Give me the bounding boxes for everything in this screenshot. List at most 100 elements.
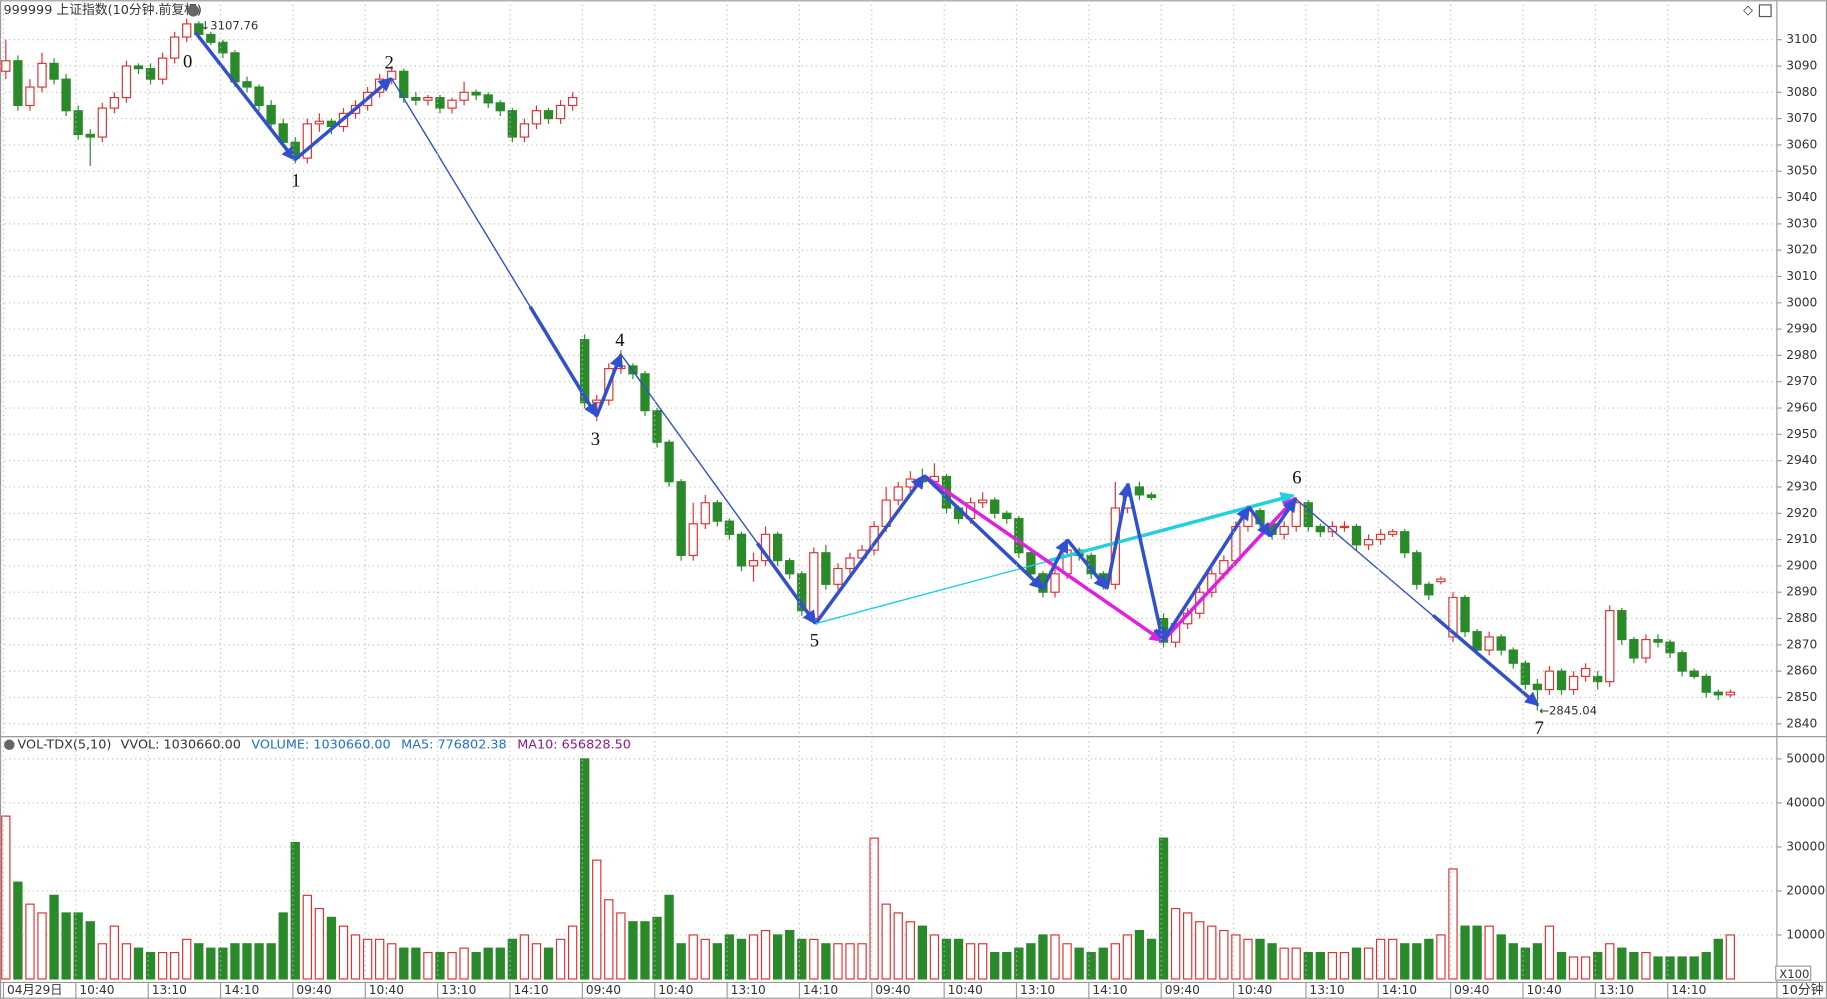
y-tick-label: 2910 bbox=[1786, 532, 1817, 546]
volume-bar bbox=[483, 947, 493, 980]
volume-bar bbox=[495, 947, 505, 980]
y-tick-label: 3100 bbox=[1786, 32, 1817, 46]
candle-body bbox=[447, 99, 457, 109]
y-tick-label: 2900 bbox=[1786, 558, 1817, 572]
volume-bar bbox=[182, 938, 192, 980]
candle-body bbox=[797, 573, 807, 612]
volume-menu[interactable] bbox=[4, 739, 15, 751]
candle-body bbox=[73, 110, 83, 135]
candle-body bbox=[592, 399, 602, 404]
volume-bar bbox=[1400, 943, 1410, 980]
y-tick-label: 2860 bbox=[1786, 664, 1817, 678]
x-tick-label: 09:40 bbox=[875, 983, 910, 997]
volume-bar bbox=[917, 925, 928, 980]
volume-bar bbox=[965, 943, 976, 980]
volume-bar bbox=[1617, 947, 1627, 980]
volume-bar bbox=[616, 912, 626, 980]
volume-bar bbox=[821, 943, 831, 980]
wave-arrow bbox=[922, 474, 1164, 643]
volume-bar bbox=[1388, 938, 1398, 980]
candle-body bbox=[1689, 670, 1699, 677]
volume-bar bbox=[1605, 943, 1615, 980]
candle-body bbox=[1665, 641, 1675, 654]
candle-body bbox=[700, 502, 710, 525]
volume-legend-item: VVOL: 1030660.00 bbox=[121, 737, 241, 752]
volume-bar bbox=[1532, 943, 1543, 980]
volume-bar bbox=[1026, 943, 1036, 980]
volume-bar bbox=[1219, 929, 1229, 980]
y-tick-label: 2940 bbox=[1786, 453, 1817, 467]
volume-bar bbox=[1050, 934, 1060, 980]
unit-label: X100 bbox=[1779, 967, 1809, 981]
volume-bar bbox=[1315, 951, 1325, 980]
volume-bar bbox=[1122, 934, 1133, 980]
y-tick-label: 30000 bbox=[1786, 839, 1825, 853]
candle-body bbox=[61, 78, 71, 112]
x-tick-label: 13:10 bbox=[1020, 983, 1055, 997]
volume-bar bbox=[1556, 951, 1567, 980]
volume-bar bbox=[555, 938, 566, 980]
y-tick-label: 2840 bbox=[1786, 716, 1817, 730]
title-menu[interactable] bbox=[187, 4, 200, 17]
volume-bar bbox=[362, 938, 373, 980]
x-tick-label: 09:40 bbox=[586, 983, 621, 997]
x-tick-label: 14:10 bbox=[1671, 983, 1706, 997]
candle-body bbox=[1496, 636, 1506, 651]
volume-bar bbox=[290, 841, 300, 980]
volume-legend-item: MA5: 776802.38 bbox=[401, 737, 507, 752]
volume-bar bbox=[25, 903, 35, 980]
candle-body bbox=[85, 133, 95, 138]
volume-bar bbox=[1074, 947, 1084, 980]
x-tick-label: 13:10 bbox=[441, 983, 476, 997]
volume-bar bbox=[1363, 947, 1374, 980]
candle-body bbox=[1484, 636, 1494, 651]
candle-body bbox=[1400, 531, 1410, 554]
candle-body bbox=[893, 486, 903, 501]
volume-bar bbox=[411, 947, 421, 980]
y-tick-label: 2990 bbox=[1786, 322, 1817, 336]
volume-bar bbox=[1062, 943, 1072, 980]
wave-label: 0 bbox=[183, 51, 192, 72]
toolbar-icon[interactable] bbox=[1758, 4, 1772, 18]
candle-body bbox=[1580, 667, 1591, 677]
low-label: ←2845.04 bbox=[1539, 703, 1597, 717]
volume-bar bbox=[592, 859, 602, 980]
candle-body bbox=[1520, 662, 1530, 685]
volume-bar bbox=[326, 916, 337, 980]
volume-bar bbox=[531, 943, 542, 980]
candle-body bbox=[1279, 525, 1289, 535]
x-tick-label: 13:10 bbox=[1309, 983, 1344, 997]
volume-bar bbox=[688, 934, 698, 980]
candle-body bbox=[688, 523, 698, 556]
volume-bar bbox=[157, 951, 168, 980]
candle-body bbox=[411, 96, 421, 101]
candle-body bbox=[423, 96, 433, 101]
y-tick-label: 50000 bbox=[1786, 751, 1825, 765]
x-tick-label: 09:40 bbox=[1165, 983, 1200, 997]
volume-bar bbox=[1038, 934, 1048, 980]
volume-bar bbox=[133, 947, 144, 980]
volume-bar bbox=[580, 758, 590, 980]
candle-body bbox=[712, 502, 723, 522]
candle-body bbox=[302, 123, 312, 159]
y-tick-label: 3050 bbox=[1786, 164, 1817, 178]
volume-bar bbox=[266, 943, 276, 980]
x-tick-label: 13:10 bbox=[1599, 983, 1634, 997]
volume-bar bbox=[772, 934, 783, 980]
volume-bar bbox=[1243, 938, 1253, 980]
candle-body bbox=[1629, 638, 1639, 659]
candle-body bbox=[1388, 531, 1398, 535]
x-tick-label: 10:40 bbox=[79, 983, 114, 997]
wave-arrow bbox=[594, 353, 623, 417]
volume-bar bbox=[97, 943, 107, 980]
wave-arrow bbox=[1247, 506, 1272, 538]
candle-body bbox=[483, 94, 493, 104]
wave-arrow bbox=[1161, 505, 1251, 643]
candle-body bbox=[145, 68, 156, 80]
volume-bar bbox=[1183, 912, 1193, 980]
toolbar-icon[interactable]: ◇ bbox=[1743, 3, 1753, 18]
volume-bar bbox=[1484, 925, 1494, 980]
candle-body bbox=[1375, 533, 1386, 541]
candle-body bbox=[266, 104, 276, 125]
